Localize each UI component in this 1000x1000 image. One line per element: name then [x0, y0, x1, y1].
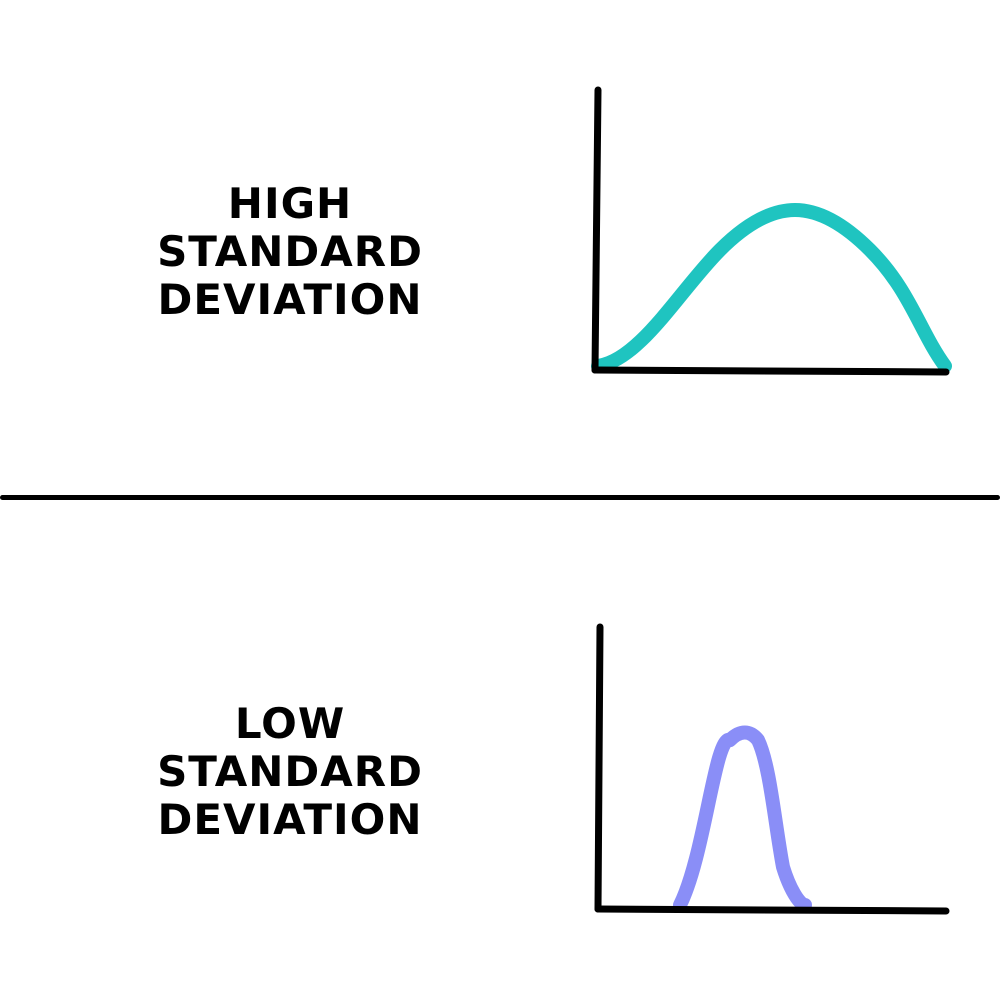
low-label-line2: STANDARD DEVIATION: [157, 747, 423, 844]
panel-divider: [0, 495, 1000, 500]
high-std-curve: [591, 203, 952, 373]
high-label-line2: STANDARD DEVIATION: [157, 227, 423, 324]
high-std-x-axis: [591, 366, 950, 376]
high-std-y-axis: [591, 86, 602, 374]
high-std-label: HIGH STANDARD DEVIATION: [20, 180, 560, 324]
low-std-y-axis: [594, 623, 604, 913]
low-label-line1: LOW: [234, 699, 346, 748]
low-std-label: LOW STANDARD DEVIATION: [20, 700, 560, 844]
high-label-line1: HIGH: [227, 179, 353, 228]
high-std-plot: [591, 86, 952, 376]
low-std-plot: [594, 623, 950, 915]
low-std-curve: [673, 725, 812, 912]
low-std-x-axis: [594, 905, 950, 915]
